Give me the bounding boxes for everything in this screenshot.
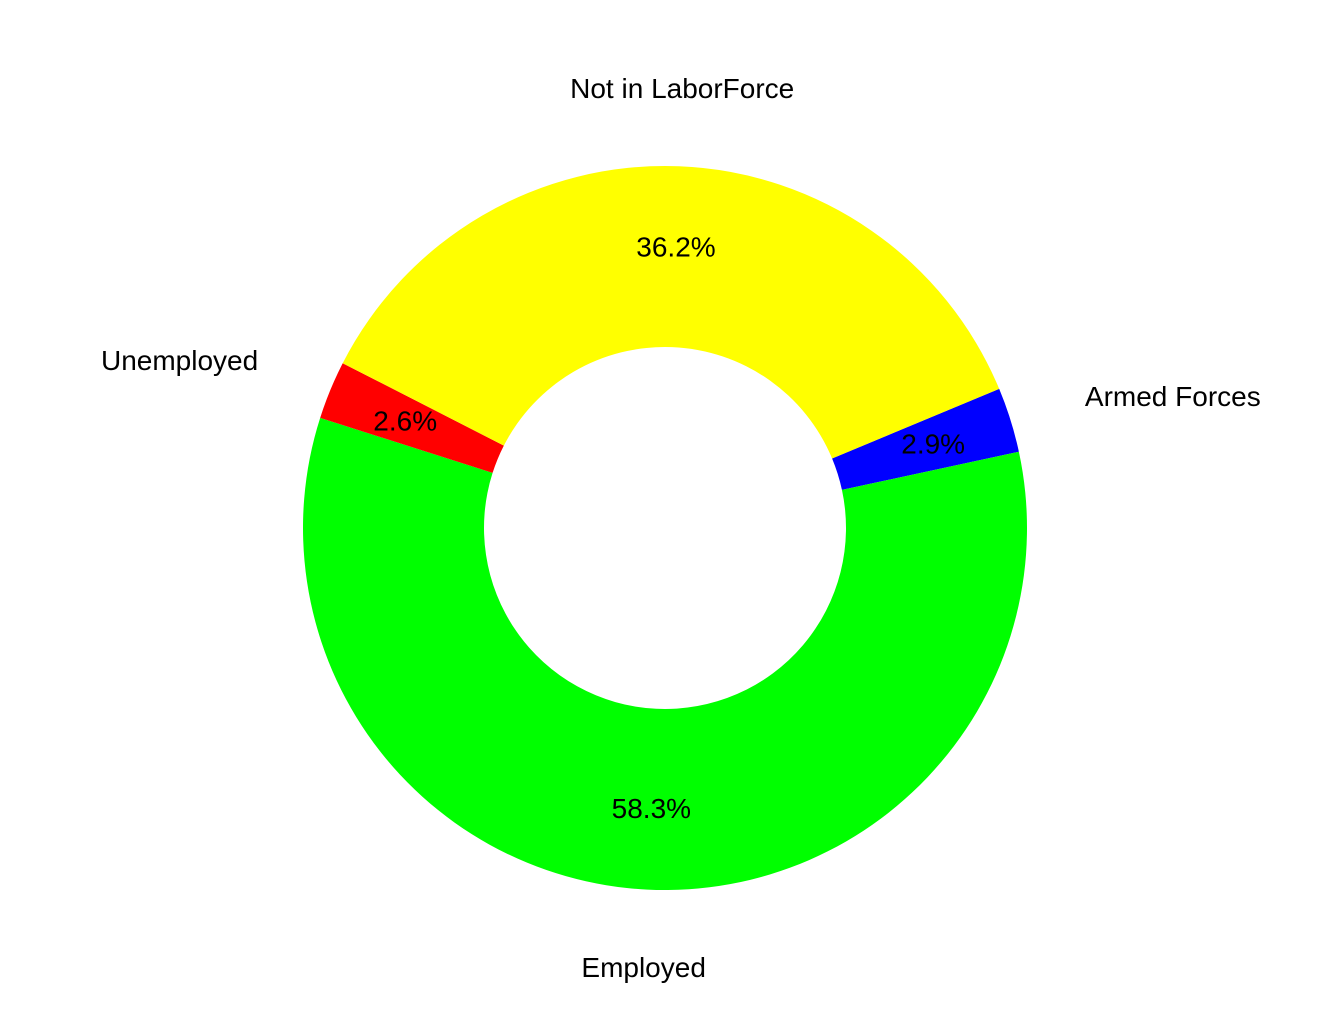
category-label-unemployed: Unemployed — [101, 345, 258, 376]
value-label-employed: 58.3% — [612, 793, 691, 824]
value-label-not-in-laborforce: 36.2% — [636, 232, 715, 263]
value-labels-group: 2.9% 58.3% 2.6% 36.2% — [373, 232, 965, 824]
slice-armed-forces — [832, 388, 1019, 490]
category-label-armed-forces: Armed Forces — [1085, 381, 1261, 412]
value-label-unemployed: 2.6% — [373, 405, 437, 436]
slice-unemployed — [320, 363, 504, 473]
slice-not-in-laborforce — [342, 165, 1000, 459]
category-labels-group: Armed Forces Employed Unemployed Not in Lab… — [101, 73, 1261, 983]
value-label-armed-forces: 2.9% — [901, 429, 965, 460]
slice-employed — [302, 417, 1027, 890]
slices-group — [302, 165, 1027, 890]
category-label-employed: Employed — [581, 952, 706, 983]
category-label-not-in-laborforce: Not in LaborForce — [570, 73, 794, 104]
